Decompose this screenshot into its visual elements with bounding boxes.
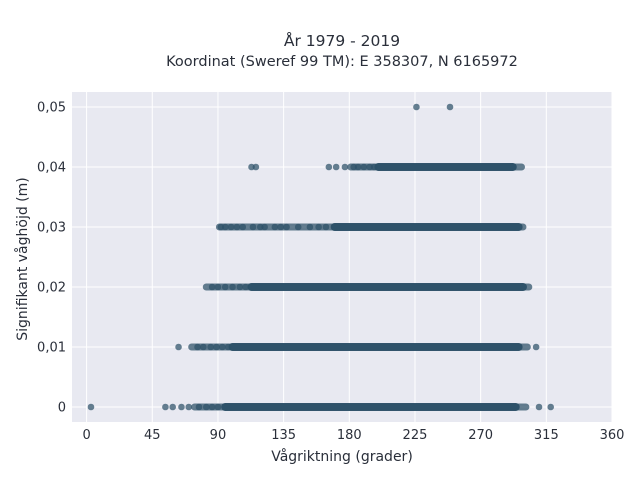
x-tick-label: 0 xyxy=(82,428,90,443)
data-point xyxy=(261,223,268,231)
x-tick-label: 360 xyxy=(600,428,625,443)
data-point xyxy=(252,163,260,171)
y-tick-label: 0 xyxy=(58,401,66,416)
data-point xyxy=(547,403,555,411)
data-point xyxy=(341,163,349,171)
data-point xyxy=(224,343,232,351)
y-tick-label: 0,05 xyxy=(37,101,66,116)
data-point xyxy=(249,223,257,231)
data-point xyxy=(233,223,241,231)
y-tick-label: 0,02 xyxy=(37,281,66,296)
data-point xyxy=(283,223,290,231)
x-tick-label: 135 xyxy=(271,428,296,443)
x-tick-label: 90 xyxy=(210,428,227,443)
data-point xyxy=(185,403,193,411)
x-axis-label: Vågriktning (grader) xyxy=(271,448,413,465)
y-axis-label: Signifikant våghöjd (m) xyxy=(14,177,31,340)
data-point xyxy=(162,403,169,411)
data-point xyxy=(446,103,454,111)
data-point xyxy=(214,283,222,291)
data-point xyxy=(532,343,540,351)
data-point xyxy=(219,343,226,351)
data-point xyxy=(87,403,95,411)
data-point xyxy=(169,403,177,411)
x-tick-label: 270 xyxy=(468,428,493,443)
chart-title: År 1979 - 2019 xyxy=(284,31,400,50)
chart-subtitle: Koordinat (Sweref 99 TM): E 358307, N 61… xyxy=(166,54,518,70)
data-point xyxy=(207,343,214,351)
plot-area xyxy=(72,92,612,422)
data-point xyxy=(242,283,249,291)
data-points xyxy=(87,103,555,411)
data-point xyxy=(213,343,220,351)
data-point xyxy=(354,163,362,171)
data-point xyxy=(227,223,235,231)
data-point xyxy=(315,223,322,231)
y-tick-label: 0,01 xyxy=(37,341,66,356)
data-point xyxy=(239,223,247,231)
x-axis-ticks: 0 45 90 135 180 225 270 315 360 xyxy=(82,428,624,443)
data-point xyxy=(194,343,201,351)
y-axis-ticks: 0 0,01 0,02 0,03 0,04 0,05 xyxy=(37,101,66,416)
data-point xyxy=(208,403,216,411)
data-point xyxy=(332,163,340,171)
data-point xyxy=(322,223,330,231)
data-point xyxy=(271,223,279,231)
data-point xyxy=(221,223,229,231)
data-point xyxy=(195,403,203,411)
data-point xyxy=(221,283,229,291)
data-point xyxy=(306,223,314,231)
x-tick-label: 315 xyxy=(534,428,559,443)
data-point xyxy=(413,103,420,111)
y-tick-label: 0,04 xyxy=(37,161,66,176)
data-point xyxy=(535,403,543,411)
x-tick-label: 180 xyxy=(337,428,362,443)
data-point xyxy=(208,283,216,291)
data-point xyxy=(200,343,207,351)
data-point xyxy=(236,283,244,291)
data-point xyxy=(175,343,182,351)
data-point xyxy=(214,403,222,411)
data-point xyxy=(360,163,368,171)
data-point xyxy=(325,163,333,171)
x-tick-label: 45 xyxy=(144,428,161,443)
data-point xyxy=(178,403,185,411)
x-tick-label: 225 xyxy=(403,428,428,443)
data-point xyxy=(370,163,378,171)
data-point xyxy=(202,403,210,411)
y-tick-label: 0,03 xyxy=(37,221,66,236)
data-point xyxy=(277,223,285,231)
data-point xyxy=(229,283,236,291)
data-point xyxy=(294,223,302,231)
